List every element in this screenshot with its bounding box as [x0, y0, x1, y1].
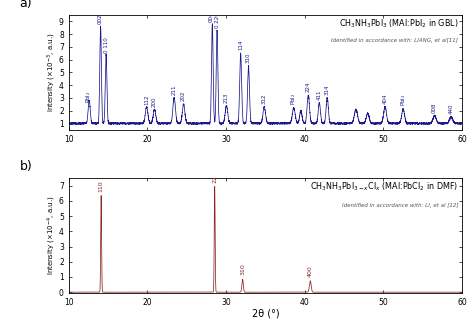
Text: 312: 312: [262, 94, 267, 104]
Text: PbI$_2$: PbI$_2$: [399, 94, 408, 106]
Text: 310: 310: [246, 52, 251, 63]
Text: 004: 004: [209, 11, 214, 22]
Text: 002: 002: [98, 13, 103, 24]
Y-axis label: Intensity (×10$^{-3}$, a.u.): Intensity (×10$^{-3}$, a.u.): [46, 32, 58, 112]
Text: 220: 220: [212, 171, 217, 183]
Text: 440: 440: [448, 103, 454, 114]
Text: 114: 114: [238, 39, 243, 50]
Text: 008: 008: [432, 102, 437, 113]
Text: 0 110: 0 110: [104, 37, 109, 53]
X-axis label: 2θ (°): 2θ (°): [252, 308, 279, 318]
Text: PbI$_2$: PbI$_2$: [289, 92, 298, 105]
Text: 213: 213: [224, 92, 229, 103]
Text: 224: 224: [306, 82, 311, 92]
Text: 0 220: 0 220: [215, 12, 219, 28]
Text: Identified in accordance with: LI, et al [12]: Identified in accordance with: LI, et al…: [342, 203, 458, 208]
Text: CH$_3$NH$_3$PbI$_{3-x}$Cl$_x$ (MAI:PbCl$_2$ in DMF): CH$_3$NH$_3$PbI$_{3-x}$Cl$_x$ (MAI:PbCl$…: [310, 180, 458, 193]
Text: Identified in accordance with: LIANG, et al[11]: Identified in accordance with: LIANG, et…: [331, 38, 458, 43]
Text: 200: 200: [152, 97, 157, 108]
Y-axis label: Intensity (×10$^{-4}$, a.u.): Intensity (×10$^{-4}$, a.u.): [46, 196, 58, 275]
Text: b): b): [19, 161, 32, 173]
Text: 411: 411: [317, 89, 322, 100]
Text: 112: 112: [144, 94, 149, 105]
Text: 400: 400: [308, 265, 313, 277]
Text: a): a): [19, 0, 32, 10]
Text: 211: 211: [172, 85, 177, 95]
Text: 310: 310: [240, 264, 245, 275]
Text: 202: 202: [181, 91, 186, 101]
Text: CH$_3$NH$_3$PbI$_3$ (MAI:PbI$_2$ in GBL): CH$_3$NH$_3$PbI$_3$ (MAI:PbI$_2$ in GBL): [339, 17, 458, 30]
Text: 314: 314: [325, 84, 330, 95]
Text: PbI$_2$: PbI$_2$: [84, 90, 93, 103]
Text: 110: 110: [99, 181, 104, 193]
Text: 404: 404: [383, 93, 388, 104]
